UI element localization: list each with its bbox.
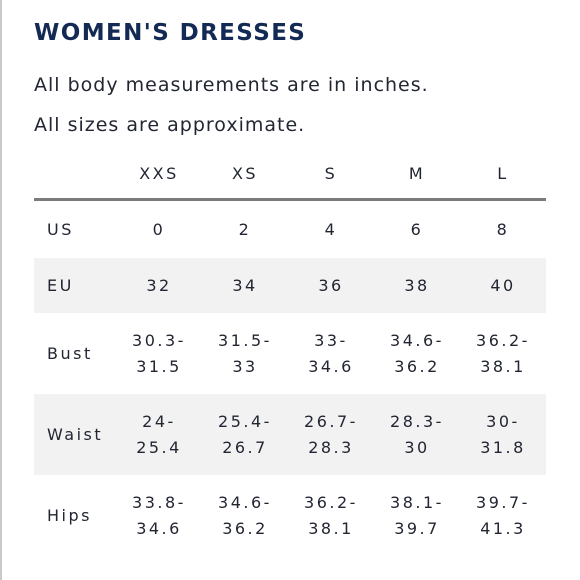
table-cell: 39.7- 41.3 — [476, 492, 530, 538]
size-header-s: S — [288, 148, 374, 201]
table-cell: 30- 31.8 — [460, 394, 546, 475]
table-cell: 2 — [238, 219, 252, 239]
row-label: US — [47, 219, 74, 239]
table-cell: 36 — [288, 258, 374, 313]
table-cell: 36.2- 38.1 — [476, 330, 530, 376]
table-cell: 26.7- 28.3 — [288, 394, 374, 475]
table-cell: 24- 25.4 — [116, 394, 202, 475]
table-row-bust: Bust 30.3- 31.5 31.5- 33 33- 34.6 34.6- 36.2… — [34, 313, 546, 394]
table-cell: 34.6- 36.2 — [218, 492, 272, 538]
table-cell: 8 — [496, 219, 510, 239]
size-header-m: M — [374, 148, 460, 201]
size-header-xxs: XXS — [116, 148, 202, 201]
table-cell: 34 — [202, 258, 288, 313]
left-border — [0, 0, 2, 580]
corner-header — [34, 148, 116, 201]
table-cell: 30.3- 31.5 — [132, 330, 186, 376]
row-label: Waist — [34, 394, 116, 475]
row-label: Hips — [47, 505, 92, 525]
table-cell: 6 — [410, 219, 424, 239]
row-label: Bust — [47, 343, 93, 363]
size-header-row: XXS XS S M L — [34, 148, 546, 201]
table-cell: 38.1- 39.7 — [390, 492, 444, 538]
table-cell: 32 — [116, 258, 202, 313]
table-cell: 25.4- 26.7 — [202, 394, 288, 475]
page-title: WOMEN'S DRESSES — [34, 20, 307, 46]
size-header-l: L — [460, 148, 546, 201]
table-cell: 33.8- 34.6 — [132, 492, 186, 538]
table-cell: 28.3- 30 — [374, 394, 460, 475]
table-row-us: US 0 2 4 6 8 — [34, 200, 546, 259]
table-cell: 38 — [374, 258, 460, 313]
table-cell: 31.5- 33 — [218, 330, 272, 376]
size-header-xs: XS — [202, 148, 288, 201]
table-cell: 0 — [152, 219, 166, 239]
table-row-waist: Waist 24- 25.4 25.4- 26.7 26.7- 28.3 28.3- 3… — [34, 394, 546, 475]
approximate-note: All sizes are approximate. — [34, 114, 306, 136]
size-chart-table: XXS XS S M L US 0 2 4 6 8 EU 32 34 36 38… — [34, 148, 546, 556]
table-cell: 34.6- 36.2 — [390, 330, 444, 376]
table-row-hips: Hips 33.8- 34.6 34.6- 36.2 36.2- 38.1 38.1-… — [34, 475, 546, 556]
table-cell: 40 — [460, 258, 546, 313]
table-cell: 33- 34.6 — [308, 330, 354, 376]
table-cell: 4 — [324, 219, 338, 239]
table-row-eu: EU 32 34 36 38 40 — [34, 258, 546, 313]
measurement-note: All body measurements are in inches. — [34, 74, 429, 96]
table-cell: 36.2- 38.1 — [304, 492, 358, 538]
row-label: EU — [34, 258, 116, 313]
